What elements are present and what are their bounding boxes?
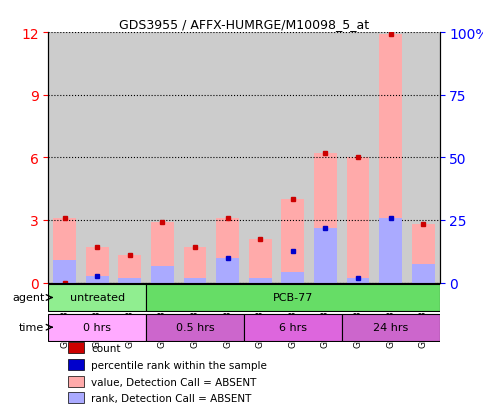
Text: agent: agent — [12, 293, 44, 303]
Bar — [53, 260, 76, 283]
Bar — [184, 279, 206, 283]
Bar — [184, 247, 206, 283]
Bar — [379, 35, 402, 283]
Bar — [379, 218, 402, 283]
Title: GDS3955 / AFFX-HUMRGE/M10098_5_at: GDS3955 / AFFX-HUMRGE/M10098_5_at — [119, 17, 369, 31]
FancyBboxPatch shape — [342, 314, 440, 341]
FancyBboxPatch shape — [244, 314, 342, 341]
FancyBboxPatch shape — [146, 314, 244, 341]
Bar — [151, 266, 174, 283]
Text: 0 hrs: 0 hrs — [83, 323, 111, 332]
Bar — [118, 279, 141, 283]
Bar — [314, 229, 337, 283]
Bar — [68, 342, 84, 354]
Bar — [282, 199, 304, 283]
Text: 6 hrs: 6 hrs — [279, 323, 307, 332]
Text: 24 hrs: 24 hrs — [373, 323, 408, 332]
Bar — [347, 158, 369, 283]
Text: value, Detection Call = ABSENT: value, Detection Call = ABSENT — [91, 377, 256, 387]
FancyBboxPatch shape — [48, 285, 146, 311]
Bar — [282, 273, 304, 283]
Text: PCB-77: PCB-77 — [272, 293, 313, 303]
Bar — [86, 277, 109, 283]
Bar — [314, 154, 337, 283]
Bar — [68, 359, 84, 370]
FancyBboxPatch shape — [146, 285, 440, 311]
Bar — [68, 376, 84, 387]
Bar — [86, 247, 109, 283]
Bar — [412, 264, 435, 283]
Text: untreated: untreated — [70, 293, 125, 303]
Bar — [151, 223, 174, 283]
Bar — [216, 218, 239, 283]
Bar — [347, 279, 369, 283]
FancyBboxPatch shape — [48, 314, 146, 341]
Text: percentile rank within the sample: percentile rank within the sample — [91, 360, 267, 370]
Bar — [68, 392, 84, 404]
Text: rank, Detection Call = ABSENT: rank, Detection Call = ABSENT — [91, 393, 252, 403]
Text: 0.5 hrs: 0.5 hrs — [176, 323, 214, 332]
Bar — [53, 218, 76, 283]
Bar — [118, 256, 141, 283]
Bar — [412, 225, 435, 283]
Text: count: count — [91, 343, 121, 353]
Bar — [249, 239, 271, 283]
Text: time: time — [19, 323, 44, 332]
Bar — [216, 258, 239, 283]
Bar — [249, 279, 271, 283]
